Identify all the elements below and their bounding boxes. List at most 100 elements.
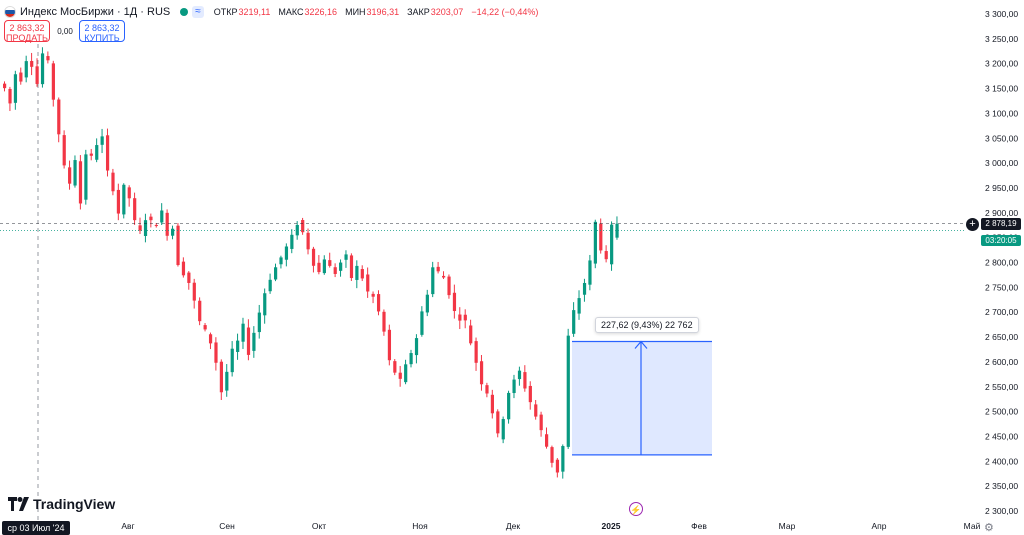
candle-body	[8, 88, 12, 104]
y-tick-label: 3 300,00	[985, 9, 1018, 19]
measure-range[interactable]	[572, 341, 712, 455]
candle-body	[507, 392, 511, 420]
candle-body	[105, 135, 110, 171]
candle-body	[268, 279, 272, 292]
lightning-icon[interactable]: ⚡	[629, 502, 643, 516]
candle-body	[452, 292, 457, 312]
candle-body	[246, 327, 251, 355]
candle-body	[100, 136, 104, 145]
cursor-date-label: ср 03 Июл '24	[2, 521, 70, 535]
candle-body	[339, 262, 343, 271]
candle-body	[311, 248, 316, 266]
candle-body	[214, 342, 218, 363]
candle-body	[404, 364, 408, 383]
y-tick-label: 3 050,00	[985, 133, 1018, 143]
candle-body	[149, 216, 153, 221]
candle-body	[62, 135, 66, 166]
candle-body	[198, 300, 202, 322]
candle-body	[122, 184, 126, 215]
candle-body	[501, 419, 505, 440]
high-label: МАКС	[278, 7, 304, 17]
y-tick-label: 3 250,00	[985, 34, 1018, 44]
candle-body	[257, 312, 261, 333]
candle-body	[46, 56, 50, 61]
candle-body	[111, 172, 115, 192]
candle-body	[577, 298, 581, 314]
candle-body	[485, 385, 489, 394]
brand-name: TradingView	[33, 496, 116, 512]
candle-body	[366, 274, 370, 292]
y-tick-label: 2 650,00	[985, 332, 1018, 342]
candle-body	[51, 63, 55, 100]
candle-body	[398, 372, 402, 379]
candle-body	[279, 257, 283, 265]
y-tick-label: 2 350,00	[985, 481, 1018, 491]
y-tick-label: 2 550,00	[985, 382, 1018, 392]
settings-gear-icon[interactable]: ⚙	[984, 522, 994, 534]
candle-body	[425, 294, 429, 313]
low-label: МИН	[345, 7, 366, 17]
x-tick-label: Апр	[872, 521, 887, 531]
candle-body	[203, 325, 207, 330]
measure-tool	[572, 340, 712, 456]
candle-body	[219, 361, 223, 393]
y-tick-label: 2 750,00	[985, 282, 1018, 292]
sell-button[interactable]: 2 863,32 ПРОДАТЬ	[4, 20, 50, 43]
candle-body	[274, 267, 278, 280]
candle-body	[328, 260, 332, 266]
candle-body	[431, 267, 435, 295]
candle-body	[154, 225, 158, 227]
y-tick-label: 2 950,00	[985, 183, 1018, 193]
candle-body	[360, 269, 364, 279]
candle-body	[599, 223, 603, 251]
candle-body	[241, 323, 245, 342]
current-price-tag: 2 878,19	[981, 218, 1021, 230]
candle-body	[349, 255, 354, 279]
y-tick-label: 2 300,00	[985, 506, 1018, 516]
candle-body	[160, 210, 164, 223]
y-tick-label: 2 400,00	[985, 456, 1018, 466]
add-alert-icon[interactable]: +	[966, 218, 979, 231]
y-tick-label: 2 450,00	[985, 431, 1018, 441]
candle-body	[447, 276, 451, 296]
x-tick-label: Дек	[506, 521, 520, 531]
candle-body	[143, 220, 148, 236]
candle-body	[344, 254, 348, 260]
candle-body	[539, 414, 543, 431]
buy-button[interactable]: 2 863,32 КУПИТЬ	[79, 20, 125, 43]
tradingview-logo[interactable]: TradingView	[8, 496, 115, 512]
buy-label: КУПИТЬ	[84, 33, 120, 43]
candle-body	[322, 259, 326, 274]
change-value: −14,22 (−0,44%)	[471, 7, 539, 17]
y-tick-label: 2 700,00	[985, 307, 1018, 317]
time-axis: Авг Сен Окт Ноя Дек 2025 Фев Мар Апр Май	[121, 521, 980, 531]
candle-body	[545, 434, 549, 447]
spread-value: 0,00	[57, 27, 73, 36]
measure-arrowhead	[634, 340, 648, 349]
y-tick-label: 2 800,00	[985, 258, 1018, 268]
sell-price: 2 863,32	[9, 23, 45, 33]
wave-icon[interactable]: ≈	[192, 6, 204, 18]
candle-body	[555, 459, 560, 473]
candle-body	[306, 232, 310, 250]
x-tick-label: Авг	[121, 521, 134, 531]
sell-label: ПРОДАТЬ	[6, 33, 48, 43]
x-tick-label: Мар	[779, 521, 796, 531]
candle-body	[593, 221, 597, 264]
symbol-title[interactable]: Индекс МосБиржи · 1Д · RUS	[20, 6, 171, 18]
candle-body	[284, 246, 289, 260]
price-axis: 3 300,00 3 250,00 3 200,00 3 150,00 3 100,00…	[985, 9, 1018, 516]
y-tick-label: 3 000,00	[985, 158, 1018, 168]
candle-body	[414, 338, 419, 356]
candle-body	[615, 223, 619, 238]
open-label: ОТКР	[213, 7, 238, 17]
candle-body	[176, 225, 180, 266]
candle-body	[333, 267, 337, 274]
candle-body	[436, 266, 440, 272]
candle-body	[171, 228, 175, 236]
close-label: ЗАКР	[407, 7, 430, 17]
candle-body	[409, 353, 413, 365]
candle-body	[561, 446, 565, 472]
candle-body	[523, 372, 527, 389]
